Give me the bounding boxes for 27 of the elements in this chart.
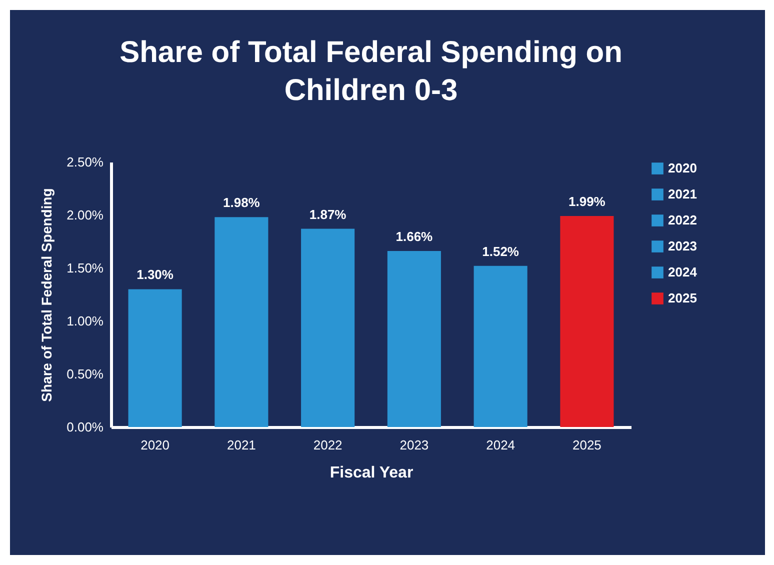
legend-label: 2020 [668,160,697,176]
x-tick-label: 2020 [140,438,170,452]
x-tick-label: 2021 [226,438,256,452]
x-axis-title: Fiscal Year [330,464,414,482]
data-label: 1.99% [568,194,606,210]
legend-label: 2023 [668,238,697,254]
legend-label: 2022 [668,212,697,228]
data-label: 1.66% [396,229,434,244]
y-tick-label: 0.50% [66,366,104,382]
y-tick-label: 2.00% [66,208,104,222]
y-axis-title: Share of Total Federal Spending [38,188,55,402]
x-tick-label: 2025 [572,438,602,452]
legend-label: 2024 [668,264,698,280]
data-label: 1.30% [136,267,174,282]
chart-title: Share of Total Federal Spending on Children 0-3 [120,36,622,107]
data-label: 1.87% [309,206,347,222]
y-tick-label: 2.50% [66,154,104,170]
legend-label: 2025 [668,290,697,306]
y-tick-label: 0.00% [66,420,104,434]
x-tick-label: 2024 [486,438,516,452]
data-label: 1.98% [222,195,260,210]
x-tick-label: 2022 [313,438,342,452]
data-label: 1.52% [482,244,520,259]
y-tick-label: 1.00% [66,314,104,328]
x-tick-label: 2023 [400,438,429,452]
y-tick-label: 1.50% [66,260,104,276]
legend-label: 2021 [668,186,697,202]
